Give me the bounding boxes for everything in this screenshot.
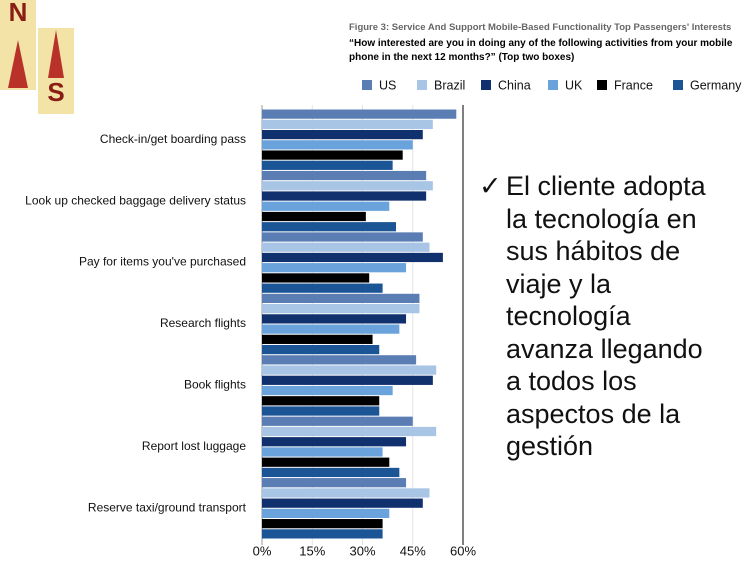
- bar: [262, 191, 427, 201]
- legend-label: France: [614, 78, 653, 92]
- bar: [262, 181, 433, 191]
- bar: [262, 211, 366, 222]
- bar: [262, 201, 390, 211]
- bar: [262, 447, 383, 457]
- legend-swatch: [362, 80, 372, 90]
- y-tick-label: Look up checked baggage delivery status: [25, 193, 246, 207]
- bar: [262, 467, 400, 478]
- bar: [262, 478, 407, 488]
- legend-swatch: [417, 80, 427, 90]
- y-tick-label: Reserve taxi/ground transport: [88, 500, 247, 514]
- chart-subtitle: “How interested are you in doing any of …: [349, 38, 733, 63]
- bar: [262, 129, 423, 140]
- bar: [262, 232, 423, 242]
- bar: [262, 252, 443, 263]
- bar: [262, 170, 427, 181]
- bar: [262, 150, 403, 160]
- bar: [262, 334, 373, 344]
- bar: [262, 304, 420, 314]
- bar: [262, 344, 380, 355]
- legend-label: US: [379, 78, 396, 92]
- bar: [262, 355, 417, 365]
- bar: [262, 314, 407, 324]
- logo-letter: S: [47, 77, 64, 107]
- logo-arrow: [8, 40, 28, 88]
- bar: [262, 273, 370, 283]
- y-tick-label: Pay for items you've purchased: [79, 255, 246, 269]
- bar: [262, 529, 383, 539]
- bar: [262, 222, 396, 232]
- bar: [262, 283, 383, 293]
- bar: [262, 508, 390, 519]
- bar: [262, 426, 437, 437]
- bar: [262, 140, 413, 150]
- bullet-line: la tecnología en: [506, 203, 697, 234]
- bullet-line: El cliente adopta: [506, 171, 706, 201]
- legend-swatch: [673, 80, 683, 90]
- y-tick-label: Book flights: [184, 378, 246, 392]
- bar: [262, 263, 407, 273]
- bar: [262, 457, 390, 467]
- legend-swatch: [548, 80, 558, 90]
- legend-label: Brazil: [434, 78, 465, 92]
- bar: [262, 416, 413, 426]
- bullet-line: a todos los: [506, 366, 637, 396]
- bullet-line: tecnología: [506, 301, 631, 331]
- bar: [262, 365, 437, 375]
- x-tick-label: 15%: [299, 543, 325, 558]
- logo-letter: N: [9, 0, 28, 27]
- logo: N S: [0, 0, 74, 114]
- x-tick-label: 0%: [253, 543, 272, 558]
- bar: [262, 324, 400, 334]
- x-tick-label: 30%: [349, 543, 375, 558]
- logo-arrow: [48, 30, 64, 78]
- bullet-text: ✓ El cliente adopta la tecnología en sus h…: [479, 170, 706, 463]
- bullet-line: aspectos de la: [506, 398, 681, 429]
- bar: [262, 109, 457, 119]
- bar: [262, 242, 430, 252]
- bar: [262, 385, 393, 396]
- legend-label: UK: [565, 78, 583, 92]
- legend-swatch: [481, 80, 491, 90]
- bullet-line: avanza llegando: [506, 333, 703, 364]
- bar: [262, 375, 433, 385]
- bar: [262, 437, 407, 447]
- legend-label: China: [498, 78, 531, 92]
- chart-title: Figure 3: Service And Support Mobile-Bas…: [349, 22, 732, 33]
- y-tick-label: Report lost luggage: [142, 439, 246, 453]
- bar: [262, 293, 420, 304]
- bar: [262, 160, 393, 170]
- legend-label: Germany: [690, 78, 742, 92]
- bullet-line: sus hábitos de: [506, 236, 681, 266]
- legend-swatch: [597, 80, 607, 90]
- x-tick-label: 45%: [400, 543, 426, 558]
- y-tick-label: Check-in/get boarding pass: [100, 132, 246, 146]
- x-tick-label: 60%: [450, 543, 476, 558]
- bullet-line: viaje y la: [506, 268, 612, 299]
- bar: [262, 406, 380, 416]
- bullet-line: gestión: [506, 431, 594, 461]
- bar: [262, 498, 423, 508]
- check-mark: ✓: [479, 171, 502, 201]
- bar: [262, 119, 433, 129]
- bar: [262, 396, 380, 406]
- bar: [262, 488, 430, 498]
- bar: [262, 519, 383, 529]
- y-tick-label: Research flights: [160, 316, 246, 330]
